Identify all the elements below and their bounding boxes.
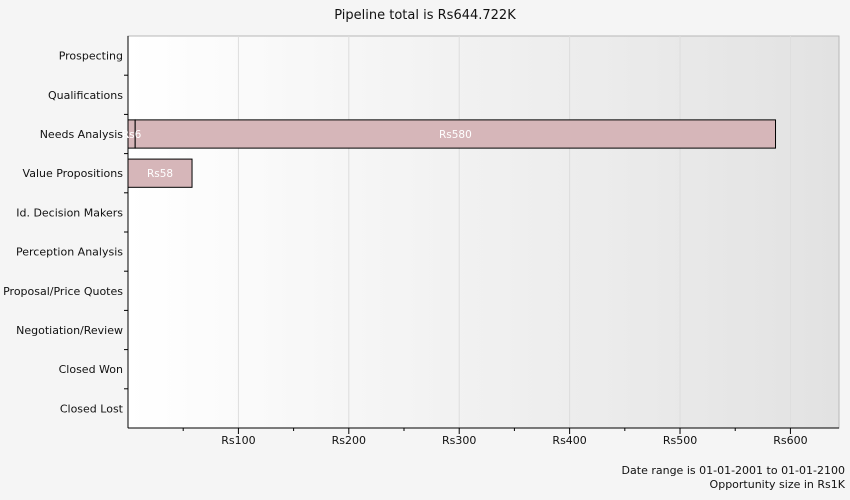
plot-area (127, 35, 840, 429)
category-label: Closed Won (59, 363, 123, 376)
bar (134, 119, 777, 149)
category-label: Closed Lost (60, 402, 124, 415)
date-range-note: Date range is 01-01-2001 to 01-01-2100 (622, 464, 845, 477)
bar-value-label: Rs580 (439, 129, 472, 141)
category-label: Negotiation/Review (16, 324, 123, 337)
x-tick-label: Rs200 (332, 434, 366, 447)
category-label: Value Propositions (23, 167, 124, 180)
bars (127, 119, 777, 188)
category-label: Prospecting (59, 50, 123, 63)
x-tick-label: Rs400 (552, 434, 586, 447)
x-tick-label: Rs600 (773, 434, 807, 447)
x-tick-label: Rs100 (221, 434, 255, 447)
category-label: Perception Analysis (16, 246, 123, 259)
bar (127, 158, 193, 188)
bar-value-label: Rs6 (122, 129, 142, 141)
chart-title: Pipeline total is Rs644.722K (334, 8, 516, 23)
category-label: Proposal/Price Quotes (3, 285, 123, 298)
x-tick-label: Rs500 (663, 434, 697, 447)
bar-value-label: Rs58 (147, 168, 173, 180)
opportunity-size-note: Opportunity size in Rs1K (710, 478, 846, 491)
labels: Rs100 Rs200 Rs300 Rs400 Rs500 Rs600 Prospectin… (3, 50, 808, 447)
x-tick-label: Rs300 (442, 434, 476, 447)
axes (124, 36, 839, 434)
category-label: Needs Analysis (40, 128, 124, 141)
grid-lines (237, 36, 791, 428)
category-label: Qualifications (48, 89, 123, 102)
category-label: Id. Decision Makers (16, 206, 123, 219)
